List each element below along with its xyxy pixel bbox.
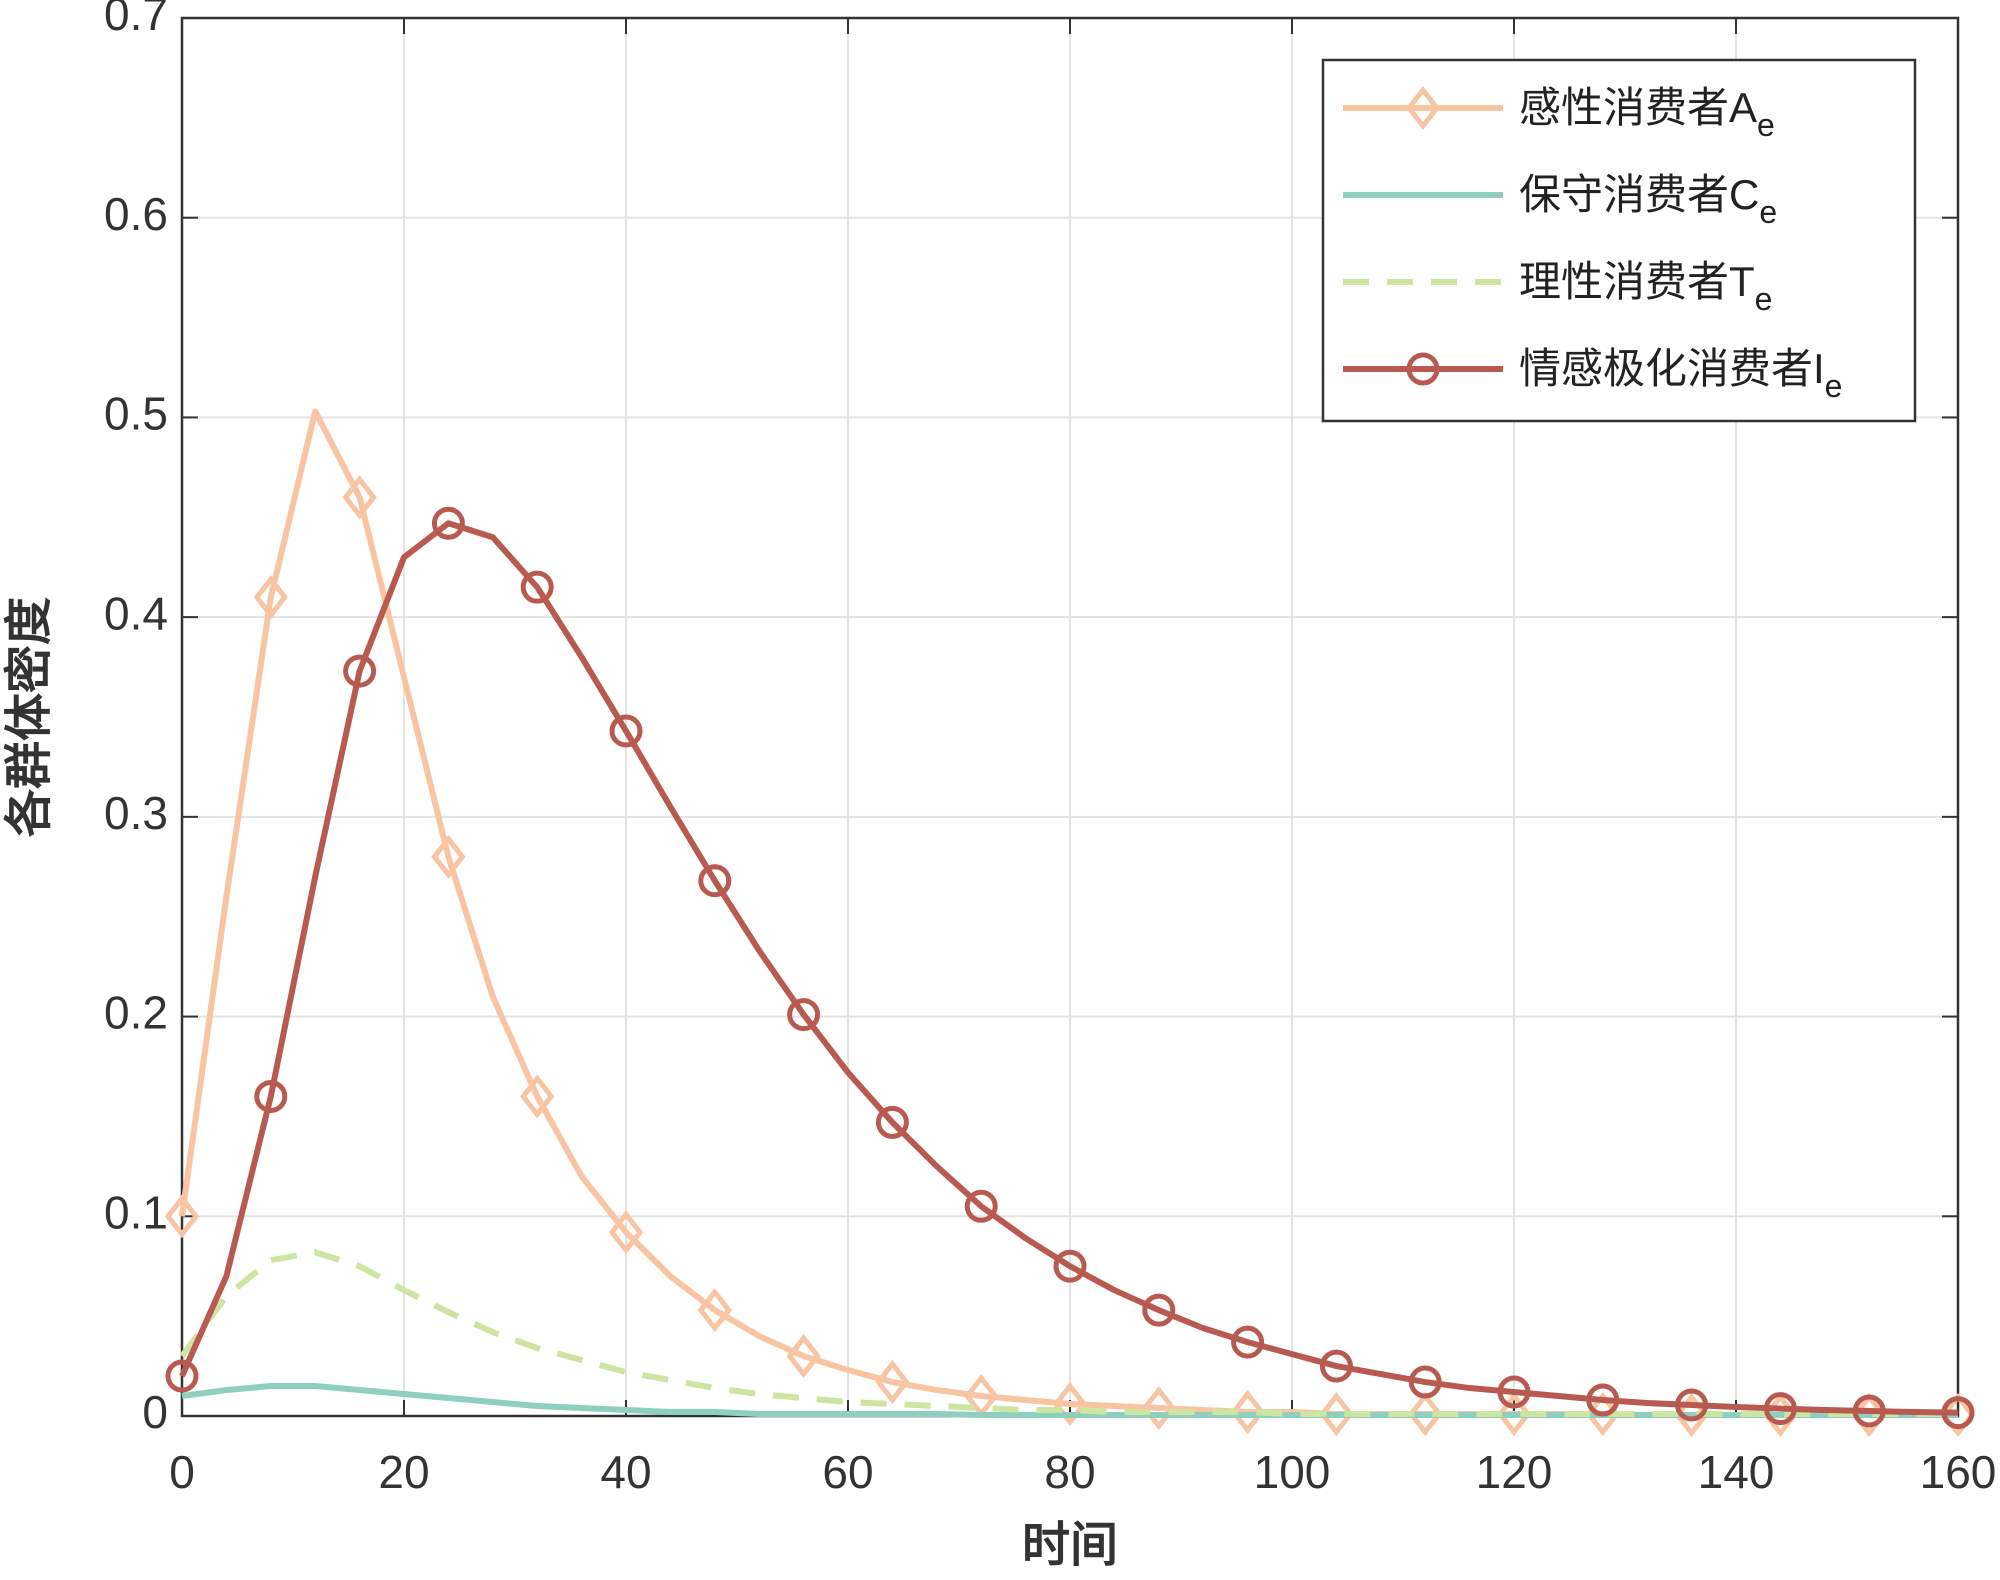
- legend-name: 情感极化消费者I: [1519, 345, 1825, 392]
- legend-subscript: e: [1755, 281, 1773, 317]
- marker: [1675, 1388, 1709, 1422]
- marker: [1496, 1391, 1532, 1437]
- marker: [1586, 1383, 1620, 1417]
- x-tick-label: 60: [822, 1446, 873, 1498]
- x-tick-label: 100: [1254, 1446, 1331, 1498]
- y-tick-label: 0.1: [104, 1186, 168, 1238]
- marker: [964, 1189, 998, 1223]
- marker: [1406, 352, 1440, 386]
- y-axis-label: 各群体密度: [3, 597, 56, 837]
- series-line: [179, 1249, 1958, 1417]
- x-axis-label: 时间: [1022, 1519, 1118, 1572]
- marker: [697, 1288, 732, 1333]
- x-tick-label: 140: [1698, 1446, 1775, 1498]
- legend-label: 保守消费者Ce: [1519, 171, 1777, 230]
- legend-name: 理性消费者T: [1519, 258, 1755, 305]
- y-tick-label: 0.5: [104, 388, 168, 440]
- legend-name: 感性消费者A: [1519, 84, 1757, 131]
- marker: [1142, 1293, 1176, 1327]
- legend-label: 理性消费者Te: [1519, 258, 1772, 317]
- x-tick-label: 120: [1476, 1446, 1553, 1498]
- x-tick-label: 40: [600, 1446, 651, 1498]
- marker: [1230, 1389, 1265, 1435]
- y-tick-label: 0.6: [104, 188, 168, 240]
- y-tick-label: 0.3: [104, 787, 168, 839]
- marker: [1052, 1381, 1088, 1427]
- y-tick-label: 0.7: [104, 0, 168, 40]
- x-tick-label: 0: [169, 1446, 195, 1498]
- x-tick-label: 20: [378, 1446, 429, 1498]
- marker: [253, 575, 288, 620]
- marker: [342, 475, 377, 520]
- marker: [520, 1074, 555, 1119]
- y-tick-label: 0.2: [104, 987, 168, 1039]
- legend-label: 感性消费者Ae: [1519, 84, 1775, 143]
- marker: [1408, 1365, 1442, 1399]
- marker: [1405, 85, 1441, 131]
- marker: [1053, 1249, 1087, 1283]
- marker: [254, 1079, 288, 1113]
- legend-box: [1321, 58, 1917, 423]
- marker: [431, 834, 466, 879]
- marker: [431, 506, 465, 540]
- marker: [786, 1334, 821, 1379]
- marker: [1319, 1349, 1353, 1383]
- x-tick-label: 160: [1920, 1446, 1997, 1498]
- legend-subscript: e: [1759, 194, 1777, 230]
- marker: [609, 714, 643, 748]
- marker: [1940, 1392, 1976, 1438]
- marker: [1941, 1396, 1975, 1430]
- marker: [1497, 1375, 1531, 1409]
- marker: [787, 998, 821, 1032]
- marker: [1852, 1394, 1886, 1428]
- marker: [1674, 1392, 1709, 1438]
- y-tick-label: 0.4: [104, 587, 168, 639]
- marker: [875, 1359, 910, 1405]
- legend-subscript: e: [1825, 368, 1843, 404]
- marker: [165, 1359, 199, 1393]
- marker: [1141, 1385, 1176, 1431]
- marker: [1231, 1325, 1265, 1359]
- marker: [164, 1194, 200, 1239]
- x-tick-label: 80: [1044, 1446, 1095, 1498]
- legend-label: 情感极化消费者Ie: [1519, 345, 1842, 404]
- marker: [1408, 1391, 1443, 1437]
- marker: [608, 1210, 644, 1255]
- legend-name: 保守消费者C: [1519, 171, 1759, 218]
- legend-subscript: e: [1757, 107, 1775, 143]
- marker: [875, 1105, 909, 1139]
- series-line: [179, 520, 1959, 1416]
- marker: [1763, 1392, 1797, 1426]
- marker: [520, 570, 554, 604]
- marker: [343, 654, 377, 688]
- marker: [698, 864, 732, 898]
- marker: [1319, 1391, 1354, 1437]
- y-tick-label: 0: [142, 1386, 168, 1438]
